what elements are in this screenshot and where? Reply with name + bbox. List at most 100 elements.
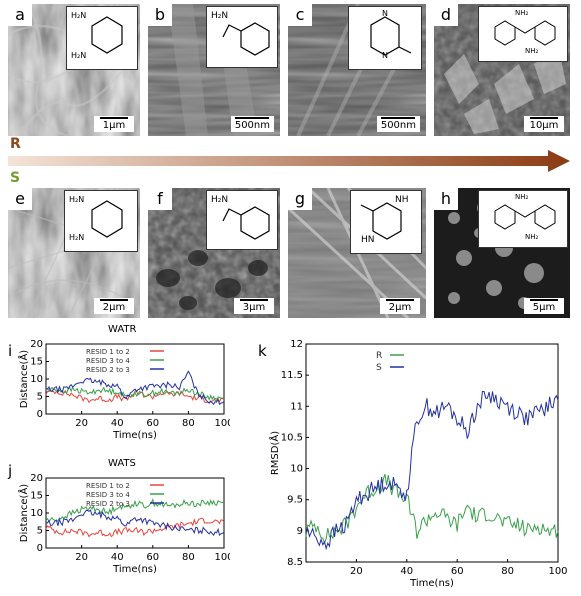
x-axis-label: Time(ns): [112, 430, 157, 441]
legend-label: RESID 1 to 2: [86, 482, 130, 490]
series-line: [45, 509, 225, 537]
sem-panel-f: f H₂N 3μm: [148, 188, 280, 318]
series-line: [45, 385, 225, 402]
chart-j: 0 5 10 15 20 20 40 60 80 100 Time(ns) Distance(Å) RE…: [18, 473, 230, 575]
panel-label-a: a: [8, 4, 32, 26]
panel-label-e: e: [8, 188, 32, 210]
nh3-label-a: NH₂: [515, 9, 529, 17]
molecule-inset-e: H₂N H₂N: [64, 190, 138, 252]
panel-label-j: j: [8, 462, 13, 480]
molecule-inset-g: NH HN: [350, 190, 422, 254]
nh3-label-b: NH₂: [525, 47, 539, 55]
nh-label-bottom: N: [382, 51, 388, 60]
panel-label-i: i: [8, 342, 13, 360]
y-tick-label: 15: [30, 491, 43, 502]
label-r: R: [10, 136, 21, 152]
y-tick-label: 20: [30, 339, 43, 350]
x-tick-label: 20: [350, 566, 363, 577]
nh-label-bottom: HN: [361, 235, 375, 245]
panel-label-c: c: [288, 4, 312, 26]
panel-label-h: h: [434, 188, 458, 210]
y-tick-label: 0: [37, 409, 43, 420]
x-tick-label: 60: [451, 566, 464, 577]
x-tick-label: 100: [214, 552, 230, 563]
sem-panel-b: b H₂N 500nm: [148, 4, 280, 136]
x-tick-label: 20: [75, 552, 88, 563]
series-line: [45, 498, 225, 523]
amine-label: H₂N: [211, 11, 229, 21]
y-tick-label: 10.5: [281, 432, 303, 443]
chirality-gradient-arrow: [8, 150, 570, 172]
amine-label-top: H₂N: [69, 195, 85, 204]
y-tick-label: 10: [30, 374, 43, 385]
legend-label: RESID 2 to 3: [86, 500, 130, 508]
amine-label-bottom: H₂N: [71, 51, 87, 60]
nh3-label-b: NH₂: [525, 233, 539, 241]
panel-label-d: d: [434, 4, 458, 26]
y-axis-label: Distance(Å): [18, 484, 30, 542]
scalebar-b: 500nm: [230, 116, 274, 132]
sem-panel-d: d NH₂ NH₂ 10μm: [434, 4, 570, 136]
chart-i: 0 5 10 15 20 20 40 60 80 100 Time(ns) Distance(Å) RE…: [18, 339, 230, 441]
label-s: S: [10, 170, 21, 186]
nh-label-top: NH: [395, 195, 409, 205]
y-tick-label: 0: [37, 543, 43, 554]
scalebar-a: 1μm: [94, 116, 134, 132]
legend-label: R: [376, 351, 382, 361]
x-tick-label: 40: [111, 552, 124, 563]
x-tick-label: 60: [146, 418, 159, 429]
y-tick-label: 15: [30, 357, 43, 368]
molecule-inset-d: NH₂ NH₂: [478, 6, 568, 62]
nh-label-top: N: [382, 9, 388, 18]
y-axis-label: RMSD(Å): [268, 431, 281, 475]
nh3-label-a: NH₂: [515, 193, 529, 201]
y-tick-label: 5: [37, 526, 43, 537]
sem-panel-h: h NH₂ NH₂ 5μm: [434, 188, 570, 318]
legend-label: RESID 3 to 4: [86, 491, 130, 499]
x-tick-label: 80: [501, 566, 514, 577]
y-tick-label: 9.5: [287, 495, 303, 506]
molecule-inset-b: H₂N: [206, 6, 278, 68]
y-tick-label: 8.5: [287, 557, 303, 568]
series-line: [305, 474, 559, 545]
chart-k: 8.5 9 9.5 10 10.5 11 11.5 12 20 40 60 80 100 Time(ns)…: [268, 339, 568, 589]
y-tick-label: 10: [30, 508, 43, 519]
sem-panel-a: a H₂N H₂N 1μm: [8, 4, 140, 136]
panel-label-b: b: [148, 4, 172, 26]
plot-frame: [45, 343, 225, 415]
x-tick-label: 100: [548, 566, 567, 577]
legend-label: RESID 3 to 4: [86, 357, 130, 365]
scalebar-c: 500nm: [376, 116, 420, 132]
scalebar-g: 2μm: [380, 298, 420, 314]
x-axis-label: Time(ns): [409, 578, 454, 589]
amine-label-bottom: H₂N: [69, 233, 85, 242]
plot-title-j: WATS: [108, 458, 136, 469]
y-tick-label: 9: [297, 526, 303, 537]
x-tick-label: 20: [75, 418, 88, 429]
sem-panel-e: e H₂N H₂N 2μm: [8, 188, 140, 318]
panel-label-f: f: [148, 188, 172, 210]
x-tick-label: 60: [146, 552, 159, 563]
plot-title-i: WATR: [108, 324, 137, 335]
sem-panel-c: c N N 500nm: [288, 4, 426, 136]
legend-label: S: [376, 363, 382, 373]
y-tick-label: 20: [30, 473, 43, 484]
sem-panel-g: g NH HN 2μm: [288, 188, 426, 318]
scalebar-f: 3μm: [234, 298, 274, 314]
amine-label: H₂N: [211, 195, 229, 205]
y-axis-label: Distance(Å): [18, 350, 30, 408]
x-tick-label: 40: [111, 418, 124, 429]
series-line: [305, 390, 559, 551]
scalebar-e: 2μm: [94, 298, 134, 314]
legend-label: RESID 2 to 3: [86, 366, 130, 374]
molecule-inset-h: NH₂ NH₂: [478, 190, 568, 248]
panel-label-k: k: [258, 342, 267, 360]
scalebar-d: 10μm: [524, 116, 564, 132]
y-tick-label: 10: [290, 464, 303, 475]
x-tick-label: 100: [214, 418, 230, 429]
scalebar-h: 5μm: [524, 298, 564, 314]
panel-label-g: g: [288, 188, 312, 210]
molecule-inset-a: H₂N H₂N: [66, 6, 138, 70]
y-tick-label: 12: [290, 339, 303, 350]
series-line: [45, 517, 225, 538]
